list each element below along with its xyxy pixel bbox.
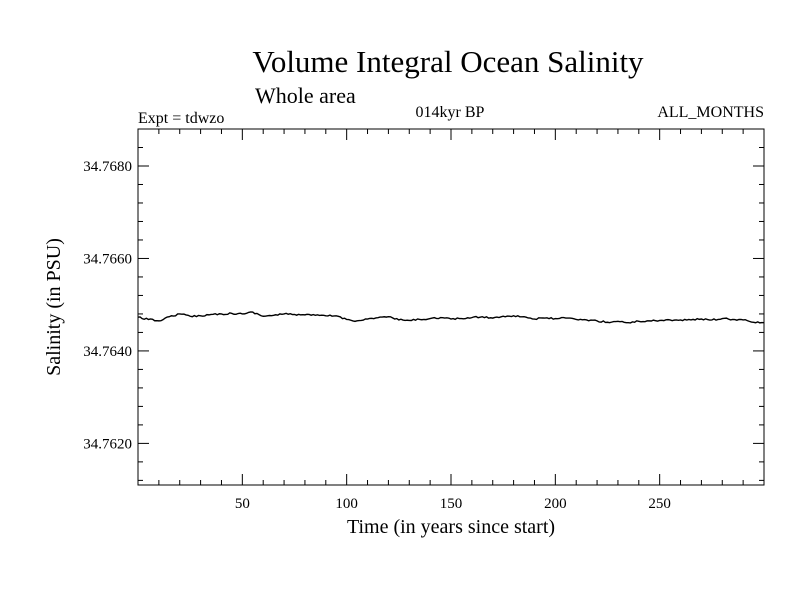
plot-frame [137, 128, 765, 486]
tick-labels: 50 100 150 200 250 34.7620 34.7640 34.7660 34.76… [83, 159, 671, 512]
chart-title: Volume Integral Ocean Salinity [252, 44, 644, 79]
x-tick-label: 50 [235, 496, 250, 512]
x-axis-label: Time (in years since start) [347, 516, 555, 538]
y-tick-label: 34.7660 [83, 251, 132, 267]
x-tick-label: 100 [335, 496, 358, 512]
plot-area-series [137, 311, 765, 324]
annotation-center: 014kyr BP [416, 104, 485, 121]
y-tick-label: 34.7680 [83, 159, 132, 175]
annotation-right: ALL_MONTHS [657, 104, 764, 121]
chart-subtitle: Whole area [255, 83, 356, 108]
series-line [137, 311, 765, 324]
axis-ticks [138, 128, 764, 485]
annotation-left: Expt = tdwzo [138, 110, 224, 127]
y-tick-label: 34.7620 [83, 436, 132, 452]
y-axis-label: Salinity (in PSU) [43, 238, 65, 376]
y-tick-label: 34.7640 [83, 344, 132, 360]
x-tick-label: 200 [544, 496, 567, 512]
x-tick-label: 250 [648, 496, 671, 512]
x-tick-label: 150 [440, 496, 463, 512]
